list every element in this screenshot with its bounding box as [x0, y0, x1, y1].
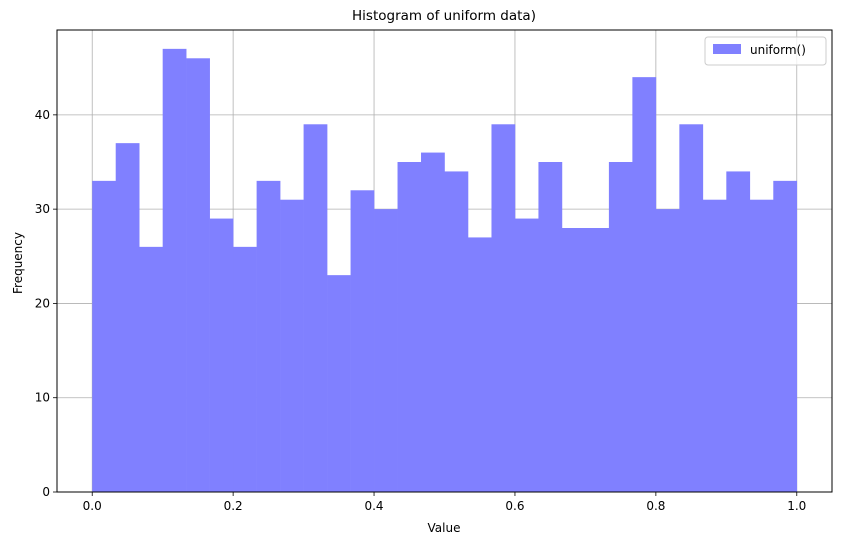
y-tick-label: 30: [35, 202, 50, 216]
y-axis: 0 10 20 30 40: [35, 108, 57, 499]
histogram-bar: [467, 237, 492, 492]
histogram-bar: [632, 77, 657, 493]
x-tick-label: 0.2: [224, 499, 243, 513]
histogram-bar: [92, 180, 117, 492]
histogram-bar: [303, 124, 328, 493]
x-tick-label: 0.4: [364, 499, 383, 513]
histogram-bar: [726, 171, 751, 492]
histogram-bar: [115, 143, 140, 492]
histogram-bar: [491, 124, 516, 493]
y-tick-label: 10: [35, 391, 50, 405]
y-tick-label: 0: [42, 485, 50, 499]
histogram-bar: [679, 124, 704, 493]
bars: [92, 48, 798, 493]
histogram-bar: [233, 246, 257, 492]
y-tick-label: 20: [35, 296, 50, 310]
histogram-bar: [186, 58, 210, 493]
histogram-bar: [374, 209, 398, 492]
plot-frame: [56, 29, 833, 493]
histogram-bar: [256, 180, 281, 492]
histogram-bar: [514, 218, 539, 493]
histogram-bar: [350, 190, 375, 493]
x-tick-label: 1.0: [787, 499, 806, 513]
histogram-bar: [538, 162, 563, 492]
x-tick-label: 0.0: [83, 499, 102, 513]
histogram-bar: [397, 162, 422, 492]
histogram-bar: [608, 162, 633, 492]
histogram-bar: [139, 246, 163, 492]
histogram-bar: [162, 48, 187, 492]
histogram-bar: [280, 199, 304, 492]
histogram-bar: [421, 152, 445, 493]
histogram-bar: [561, 228, 586, 492]
x-axis: 0.0 0.2 0.4 0.6 0.8 1.0: [83, 492, 806, 513]
histogram-bar: [585, 228, 610, 492]
legend-swatch: [713, 44, 741, 54]
histogram-bar: [773, 180, 798, 492]
histogram-bar: [655, 209, 680, 492]
histogram-bar: [702, 199, 727, 492]
y-axis-label: Frequency: [11, 232, 25, 294]
x-tick-label: 0.8: [646, 499, 665, 513]
x-axis-label: Value: [428, 521, 461, 535]
histogram-bar: [327, 275, 351, 492]
chart-title: Histogram of uniform data): [352, 8, 536, 24]
histogram-bar: [209, 218, 234, 493]
legend: uniform(): [704, 36, 827, 66]
legend-entry: uniform(): [750, 43, 806, 57]
x-tick-label: 0.6: [505, 499, 524, 513]
y-tick-label: 40: [35, 108, 50, 122]
histogram-bar: [749, 199, 774, 492]
histogram-bar: [444, 171, 469, 492]
